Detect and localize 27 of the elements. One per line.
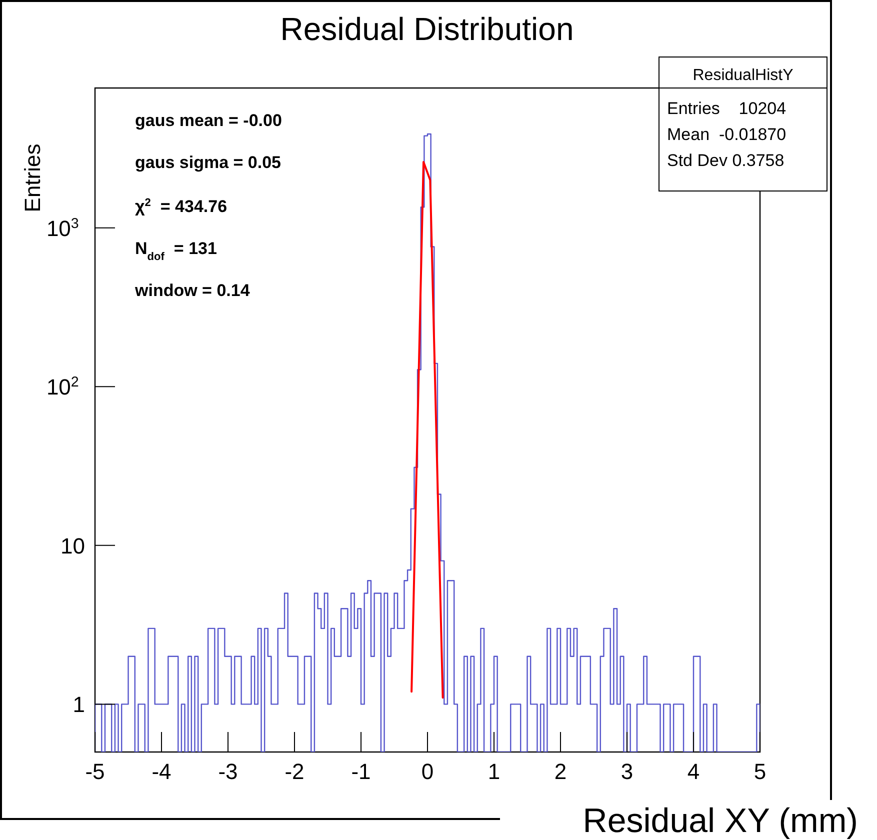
annotation: Entries 10204 bbox=[667, 99, 786, 118]
annotation: gaus mean = -0.00 bbox=[135, 111, 282, 130]
x-tick-label: 3 bbox=[620, 759, 634, 784]
x-tick-label: 0 bbox=[421, 759, 434, 784]
y-tick-label: 10 bbox=[60, 533, 85, 558]
y-tick-label: 1 bbox=[72, 692, 85, 718]
annotation: gaus sigma = 0.05 bbox=[135, 153, 281, 172]
annotation: Std Dev 0.3758 bbox=[667, 151, 784, 170]
x-tick-label: -5 bbox=[85, 759, 105, 784]
y-tick-label: 10$^{3}$ bbox=[46, 216, 79, 241]
x-tick-label: -4 bbox=[152, 759, 172, 784]
x-tick-label: 1 bbox=[488, 759, 500, 784]
y-tick-label: 10$^{2}$ bbox=[46, 374, 79, 400]
annotation: Mean -0.01870 bbox=[667, 125, 786, 144]
x-tick-label: 4 bbox=[687, 759, 700, 784]
x-tick-label: -3 bbox=[218, 759, 238, 784]
y-axis-title: Entries bbox=[20, 144, 45, 212]
annotation: window = 0.14 bbox=[134, 281, 250, 300]
x-tick-label: 5 bbox=[754, 759, 766, 784]
x-tick-label: -2 bbox=[284, 759, 304, 784]
x-axis-title: Residual XY (mm) bbox=[582, 802, 858, 840]
annotation: χ$^{2}$ = 434.76 bbox=[135, 197, 228, 216]
annotation: N$_{dof}$ = 131 bbox=[135, 239, 217, 263]
text: ResidualHistY bbox=[692, 67, 794, 84]
chart-title: Residual Distribution bbox=[280, 11, 574, 47]
x-tick-label: 2 bbox=[554, 759, 567, 784]
x-tick-label: -1 bbox=[351, 759, 371, 784]
